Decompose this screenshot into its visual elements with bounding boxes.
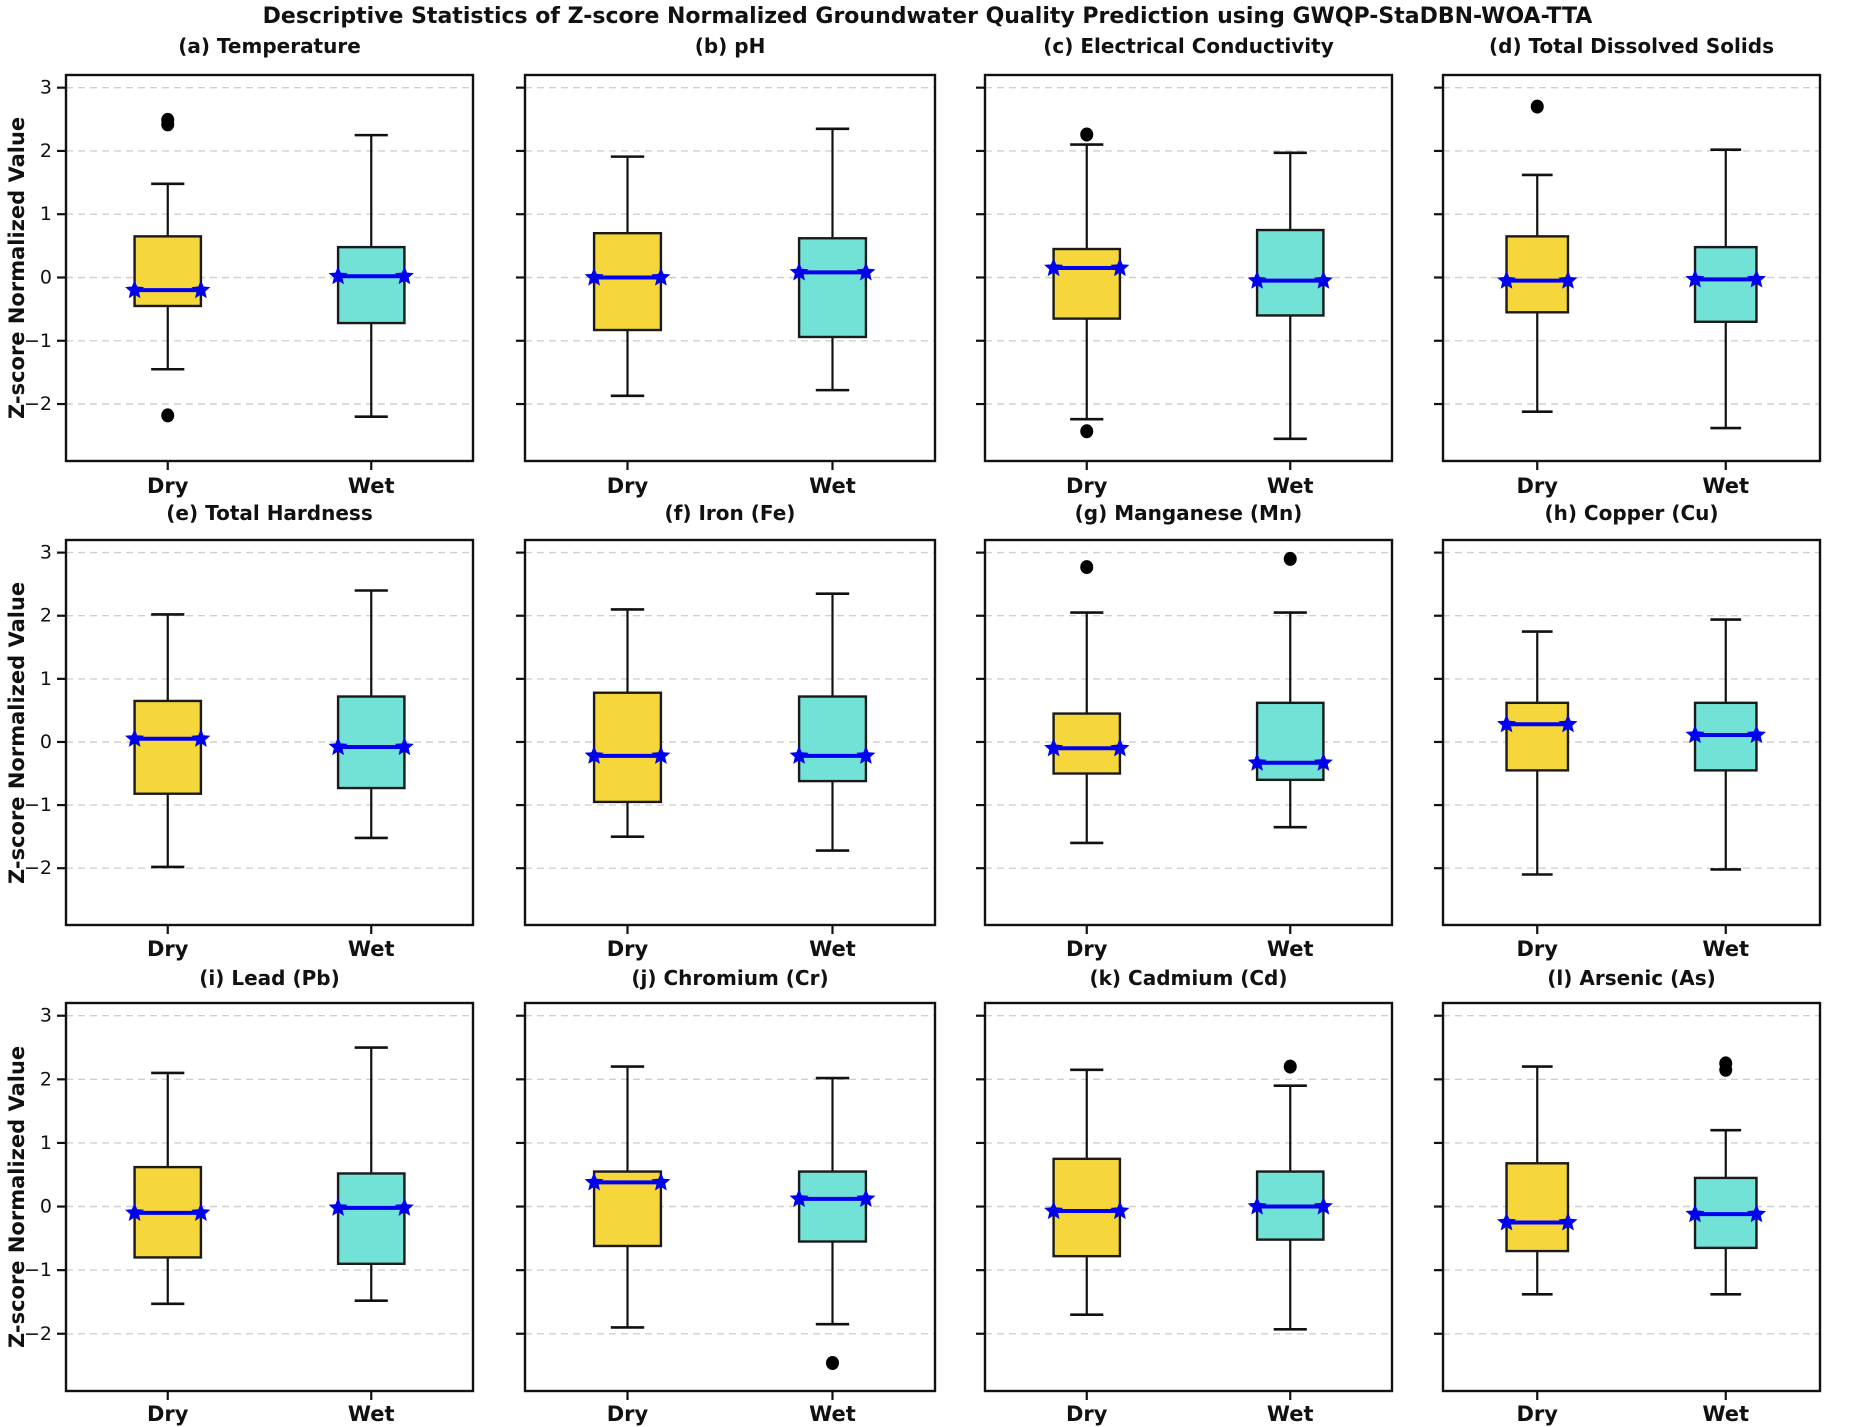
svg-text:Dry: Dry xyxy=(147,937,189,961)
svg-text:2: 2 xyxy=(40,1068,52,1090)
subplot-title-l: (l) Arsenic (As) xyxy=(1547,966,1716,990)
svg-text:−2: −2 xyxy=(24,857,52,879)
svg-text:0: 0 xyxy=(40,731,52,753)
y-axis-label-row2: Z-score Normalized Value xyxy=(5,581,29,884)
svg-text:Wet: Wet xyxy=(348,1402,395,1426)
svg-text:Wet: Wet xyxy=(1267,1402,1314,1426)
svg-text:−1: −1 xyxy=(24,1259,52,1281)
subplot-title-f: (f) Iron (Fe) xyxy=(664,501,796,525)
svg-text:3: 3 xyxy=(40,542,52,564)
svg-text:2: 2 xyxy=(40,605,52,627)
y-axis-label-row3: Z-score Normalized Value xyxy=(5,1045,29,1349)
subplot-title-g: (g) Manganese (Mn) xyxy=(1074,501,1303,525)
figure-title: Descriptive Statistics of Z-score Normal… xyxy=(262,4,1593,29)
svg-text:Wet: Wet xyxy=(348,474,395,498)
subplot-title-a: (a) Temperature xyxy=(178,34,361,58)
svg-text:Wet: Wet xyxy=(809,937,856,961)
svg-text:Dry: Dry xyxy=(1517,474,1559,498)
svg-text:3: 3 xyxy=(40,1005,52,1027)
svg-text:Dry: Dry xyxy=(1517,937,1559,961)
svg-text:−1: −1 xyxy=(24,330,52,352)
subplot-title-c: (c) Electrical Conductivity xyxy=(1043,34,1334,58)
svg-text:−1: −1 xyxy=(24,794,52,816)
subplot-title-e: (e) Total Hardness xyxy=(166,501,373,525)
svg-text:−2: −2 xyxy=(24,393,52,415)
svg-text:1: 1 xyxy=(40,203,52,225)
subplot-title-d: (d) Total Dissolved Solids xyxy=(1489,34,1774,58)
svg-text:Dry: Dry xyxy=(147,1402,189,1426)
svg-text:−2: −2 xyxy=(24,1323,52,1345)
svg-text:0: 0 xyxy=(40,266,52,288)
y-axis-label-row1: Z-score Normalized Value xyxy=(5,116,29,420)
svg-text:Dry: Dry xyxy=(1517,1402,1559,1426)
subplot-title-i: (i) Lead (Pb) xyxy=(199,966,340,990)
svg-text:Dry: Dry xyxy=(147,474,189,498)
svg-text:1: 1 xyxy=(40,668,52,690)
svg-text:Wet: Wet xyxy=(1267,937,1314,961)
svg-text:2: 2 xyxy=(40,140,52,162)
svg-text:Wet: Wet xyxy=(348,937,395,961)
svg-text:0: 0 xyxy=(40,1196,52,1218)
svg-text:Wet: Wet xyxy=(809,474,856,498)
svg-text:Dry: Dry xyxy=(1066,1402,1108,1426)
svg-text:Dry: Dry xyxy=(607,937,649,961)
svg-text:Wet: Wet xyxy=(1702,1402,1749,1426)
svg-text:Wet: Wet xyxy=(1702,937,1749,961)
svg-text:Wet: Wet xyxy=(1702,474,1749,498)
subplot-title-j: (j) Chromium (Cr) xyxy=(631,966,829,990)
svg-text:3: 3 xyxy=(40,77,52,99)
svg-text:Dry: Dry xyxy=(607,1402,649,1426)
svg-text:Wet: Wet xyxy=(1267,474,1314,498)
subplot-title-b: (b) pH xyxy=(694,34,766,58)
svg-text:1: 1 xyxy=(40,1132,52,1154)
svg-text:Dry: Dry xyxy=(1066,474,1108,498)
subplot-title-h: (h) Copper (Cu) xyxy=(1544,501,1719,525)
svg-text:Dry: Dry xyxy=(607,474,649,498)
svg-text:Dry: Dry xyxy=(1066,937,1108,961)
svg-text:Wet: Wet xyxy=(809,1402,856,1426)
subplot-title-k: (k) Cadmium (Cd) xyxy=(1089,966,1288,990)
